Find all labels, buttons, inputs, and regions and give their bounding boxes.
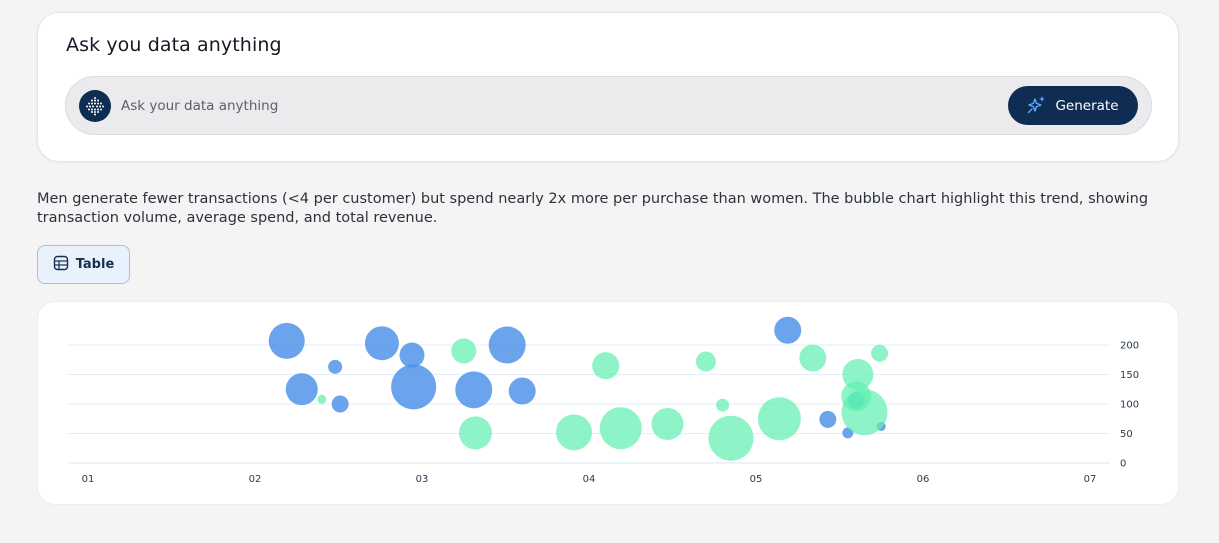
bubble <box>391 364 437 410</box>
bubble <box>328 359 343 374</box>
ask-card: Ask you data anything <box>37 12 1179 162</box>
bubble <box>592 352 620 380</box>
y-tick-label: 150 <box>1120 370 1139 381</box>
bubble <box>455 371 493 409</box>
bubble <box>871 344 889 362</box>
ask-input[interactable] <box>121 95 941 117</box>
x-tick-label: 05 <box>750 474 763 485</box>
y-tick-label: 200 <box>1120 341 1139 352</box>
bubble <box>317 394 327 404</box>
ask-title: Ask you data anything <box>66 34 282 56</box>
x-tick-label: 01 <box>82 474 95 485</box>
bubble <box>331 395 349 413</box>
y-tick-label: 50 <box>1120 429 1133 440</box>
y-tick-label: 0 <box>1120 459 1126 470</box>
y-tick-label: 100 <box>1120 400 1139 411</box>
bubble <box>774 316 802 344</box>
generate-button[interactable]: Generate <box>1008 86 1138 125</box>
sparkle-icon <box>1027 94 1047 118</box>
x-tick-label: 04 <box>583 474 596 485</box>
bubble <box>399 342 425 368</box>
bubble <box>451 338 477 364</box>
table-button[interactable]: Table <box>37 245 130 284</box>
bubble <box>841 389 888 436</box>
bubble <box>757 397 801 441</box>
bubble-chart: 0 50 100 150 200 01 02 03 04 05 06 07 <box>68 316 1139 485</box>
bubble <box>799 344 827 372</box>
x-tick-label: 06 <box>917 474 930 485</box>
bubble <box>695 351 716 372</box>
bubble <box>285 373 318 406</box>
bubble <box>508 377 536 405</box>
table-button-label: Table <box>75 257 115 272</box>
table-icon <box>53 255 69 275</box>
bubble <box>819 410 837 428</box>
bubble <box>458 416 492 450</box>
summary-text: Men generate fewer transactions (<4 per … <box>37 191 1149 226</box>
x-tick-label: 02 <box>249 474 262 485</box>
bubble <box>488 326 526 364</box>
bubble <box>268 322 305 359</box>
bubble <box>708 415 754 461</box>
bubble <box>651 408 684 441</box>
bubble <box>599 407 642 450</box>
ask-bar[interactable]: Generate <box>65 76 1152 135</box>
bubble <box>842 359 874 390</box>
bubble <box>716 398 730 412</box>
bubble <box>555 414 592 451</box>
generate-button-label: Generate <box>1055 97 1119 114</box>
x-tick-label: 03 <box>416 474 429 485</box>
bubble <box>364 326 399 361</box>
x-tick-label: 07 <box>1084 474 1097 485</box>
chart-card: 0 50 100 150 200 01 02 03 04 05 06 07 <box>37 301 1179 505</box>
brand-logo-icon <box>79 90 111 122</box>
